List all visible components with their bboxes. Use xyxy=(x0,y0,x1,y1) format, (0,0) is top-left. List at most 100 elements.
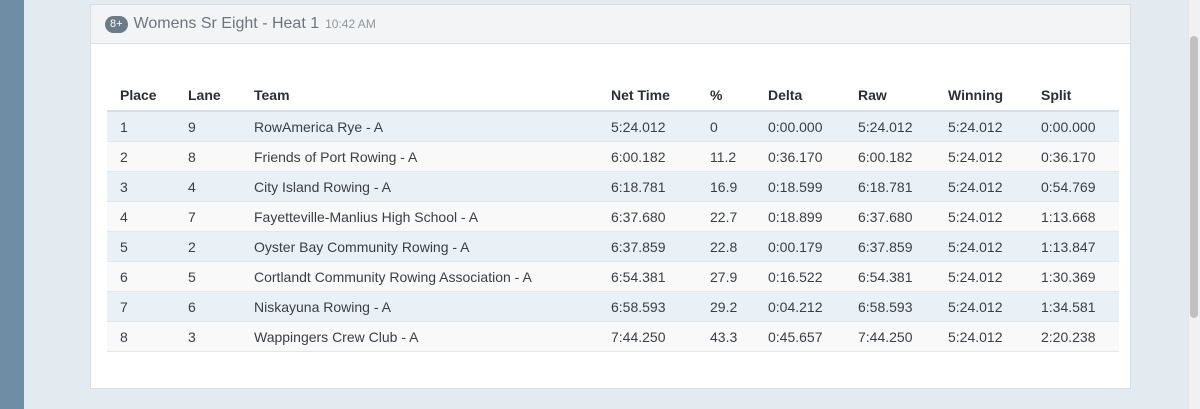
event-time: 10:42 AM xyxy=(325,17,376,31)
cell-percent: 22.8 xyxy=(697,231,755,262)
left-sidebar-strip xyxy=(0,0,24,409)
cell-split: 0:00.000 xyxy=(1028,110,1119,142)
cell-delta: 0:04.212 xyxy=(755,291,845,322)
cell-lane: 9 xyxy=(175,110,241,142)
table-row[interactable]: 8 3 Wappingers Crew Club - A 7:44.250 43… xyxy=(107,321,1119,352)
cell-lane: 4 xyxy=(175,171,241,202)
cell-raw: 7:44.250 xyxy=(845,321,935,352)
cell-delta: 0:18.599 xyxy=(755,171,845,202)
table-row[interactable]: 2 8 Friends of Port Rowing - A 6:00.182 … xyxy=(107,141,1119,172)
cell-lane: 7 xyxy=(175,201,241,232)
cell-delta: 0:36.170 xyxy=(755,141,845,172)
col-lane[interactable]: Lane xyxy=(175,82,241,112)
cell-delta: 0:45.657 xyxy=(755,321,845,352)
cell-delta: 0:16.522 xyxy=(755,261,845,292)
cell-raw: 6:54.381 xyxy=(845,261,935,292)
cell-raw: 6:37.859 xyxy=(845,231,935,262)
cell-percent: 11.2 xyxy=(697,141,755,172)
cell-percent: 43.3 xyxy=(697,321,755,352)
cell-place: 5 xyxy=(107,231,175,262)
cell-team: Friends of Port Rowing - A xyxy=(241,141,598,172)
cell-net-time: 7:44.250 xyxy=(598,321,697,352)
cell-percent: 29.2 xyxy=(697,291,755,322)
cell-place: 1 xyxy=(107,110,175,142)
cell-place: 6 xyxy=(107,261,175,292)
col-team[interactable]: Team xyxy=(241,82,598,112)
cell-percent: 0 xyxy=(697,110,755,142)
results-table: Place Lane Team Net Time % Delta Raw Win… xyxy=(107,82,1119,352)
cell-place: 3 xyxy=(107,171,175,202)
header-row: Place Lane Team Net Time % Delta Raw Win… xyxy=(107,82,1119,112)
cell-winning: 5:24.012 xyxy=(935,110,1028,142)
cell-lane: 6 xyxy=(175,291,241,322)
boat-class-badge: 8+ xyxy=(105,15,128,33)
col-raw[interactable]: Raw xyxy=(845,82,935,112)
col-winning[interactable]: Winning xyxy=(935,82,1028,112)
cell-team: RowAmerica Rye - A xyxy=(241,110,598,142)
col-net-time[interactable]: Net Time xyxy=(598,82,697,112)
cell-net-time: 5:24.012 xyxy=(598,110,697,142)
cell-winning: 5:24.012 xyxy=(935,201,1028,232)
cell-raw: 6:18.781 xyxy=(845,171,935,202)
cell-raw: 6:58.593 xyxy=(845,291,935,322)
panel-header: 8+ Womens Sr Eight - Heat 1 10:42 AM xyxy=(91,5,1130,44)
cell-winning: 5:24.012 xyxy=(935,171,1028,202)
table-row[interactable]: 7 6 Niskayuna Rowing - A 6:58.593 29.2 0… xyxy=(107,291,1119,322)
cell-raw: 5:24.012 xyxy=(845,110,935,142)
col-percent[interactable]: % xyxy=(697,82,755,112)
cell-winning: 5:24.012 xyxy=(935,141,1028,172)
cell-team: Wappingers Crew Club - A xyxy=(241,321,598,352)
cell-net-time: 6:54.381 xyxy=(598,261,697,292)
cell-place: 2 xyxy=(107,141,175,172)
cell-split: 1:13.668 xyxy=(1028,201,1119,232)
cell-split: 1:34.581 xyxy=(1028,291,1119,322)
cell-lane: 3 xyxy=(175,321,241,352)
cell-team: City Island Rowing - A xyxy=(241,171,598,202)
cell-winning: 5:24.012 xyxy=(935,261,1028,292)
cell-split: 1:30.369 xyxy=(1028,261,1119,292)
cell-winning: 5:24.012 xyxy=(935,321,1028,352)
col-delta[interactable]: Delta xyxy=(755,82,845,112)
cell-delta: 0:00.000 xyxy=(755,110,845,142)
col-place[interactable]: Place xyxy=(107,82,175,112)
cell-place: 8 xyxy=(107,321,175,352)
table-row[interactable]: 6 5 Cortlandt Community Rowing Associati… xyxy=(107,261,1119,292)
cell-place: 7 xyxy=(107,291,175,322)
cell-raw: 6:37.680 xyxy=(845,201,935,232)
table-row[interactable]: 5 2 Oyster Bay Community Rowing - A 6:37… xyxy=(107,231,1119,262)
cell-team: Oyster Bay Community Rowing - A xyxy=(241,231,598,262)
cell-winning: 5:24.012 xyxy=(935,291,1028,322)
cell-team: Fayetteville-Manlius High School - A xyxy=(241,201,598,232)
table-row[interactable]: 1 9 RowAmerica Rye - A 5:24.012 0 0:00.0… xyxy=(107,110,1119,142)
cell-net-time: 6:18.781 xyxy=(598,171,697,202)
cell-team: Cortlandt Community Rowing Association -… xyxy=(241,261,598,292)
cell-place: 4 xyxy=(107,201,175,232)
cell-net-time: 6:37.859 xyxy=(598,231,697,262)
table-row[interactable]: 4 7 Fayetteville-Manlius High School - A… xyxy=(107,201,1119,232)
cell-raw: 6:00.182 xyxy=(845,141,935,172)
cell-percent: 27.9 xyxy=(697,261,755,292)
cell-split: 1:13.847 xyxy=(1028,231,1119,262)
col-split[interactable]: Split xyxy=(1028,82,1119,112)
cell-percent: 16.9 xyxy=(697,171,755,202)
event-title: Womens Sr Eight - Heat 1 xyxy=(133,15,320,32)
cell-lane: 5 xyxy=(175,261,241,292)
cell-lane: 8 xyxy=(175,141,241,172)
cell-net-time: 6:37.680 xyxy=(598,201,697,232)
table-row[interactable]: 3 4 City Island Rowing - A 6:18.781 16.9… xyxy=(107,171,1119,202)
cell-percent: 22.7 xyxy=(697,201,755,232)
cell-winning: 5:24.012 xyxy=(935,231,1028,262)
cell-net-time: 6:58.593 xyxy=(598,291,697,322)
scrollbar-thumb[interactable] xyxy=(1190,36,1198,318)
cell-split: 0:54.769 xyxy=(1028,171,1119,202)
cell-delta: 0:00.179 xyxy=(755,231,845,262)
vertical-scrollbar[interactable] xyxy=(1188,0,1200,409)
cell-team: Niskayuna Rowing - A xyxy=(241,291,598,322)
cell-lane: 2 xyxy=(175,231,241,262)
results-panel: 8+ Womens Sr Eight - Heat 1 10:42 AM Pla… xyxy=(90,4,1131,389)
cell-split: 0:36.170 xyxy=(1028,141,1119,172)
cell-net-time: 6:00.182 xyxy=(598,141,697,172)
cell-split: 2:20.238 xyxy=(1028,321,1119,352)
cell-delta: 0:18.899 xyxy=(755,201,845,232)
